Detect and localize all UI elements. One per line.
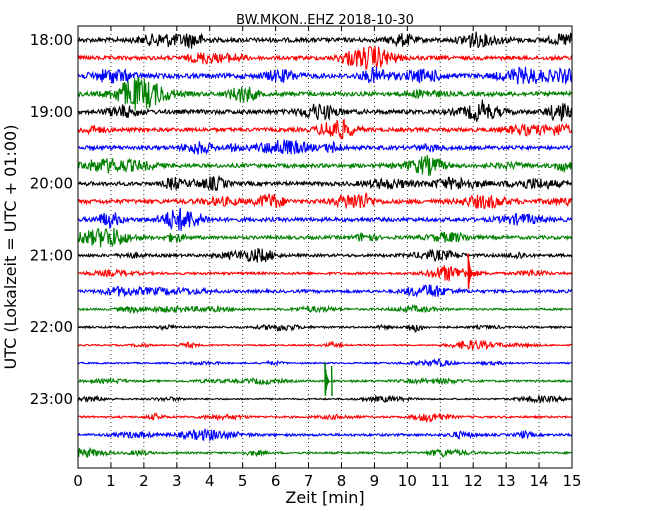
y-tick-label: 20:00: [30, 175, 73, 193]
trace-line: [77, 118, 573, 140]
x-axis-label: Zeit [min]: [285, 488, 364, 507]
x-tick-label: 5: [238, 472, 248, 490]
grid-lines: [110, 26, 540, 468]
x-tick-label: 7: [304, 472, 314, 490]
x-tick-label: 10: [398, 472, 417, 490]
x-axis: 0 1 2 3 4 5 6 7 8 9 10 11 12 13 14 15: [73, 26, 582, 490]
x-tick-label: 14: [530, 472, 549, 490]
chart-title: BW.MKON..EHZ 2018-10-30: [236, 13, 414, 28]
x-tick-label: 1: [106, 472, 116, 490]
x-tick-label: 2: [139, 472, 149, 490]
trace-line: [77, 139, 573, 156]
y-tick-label: 23:00: [30, 390, 73, 408]
trace-line: [77, 46, 573, 70]
trace-line: [77, 446, 573, 459]
trace-line: [77, 323, 573, 333]
trace-line: [77, 192, 573, 210]
event-spike: [330, 365, 333, 397]
trace-line: [77, 76, 573, 111]
x-tick-label: 9: [370, 472, 380, 490]
trace-line: [78, 412, 573, 424]
y-axis-label: UTC (Lokalzeit = UTC + 01:00): [1, 125, 20, 370]
x-tick-label: 15: [562, 472, 581, 490]
y-tick-label: 19:00: [30, 103, 73, 121]
trace-line: [77, 428, 573, 442]
trace-line: [77, 338, 573, 351]
trace-line: [77, 227, 573, 248]
x-tick-label: 11: [431, 472, 450, 490]
x-tick-label: 6: [271, 472, 281, 490]
trace-line: [77, 247, 573, 263]
trace-line: [77, 155, 573, 176]
x-tick-label: 12: [464, 472, 483, 490]
x-tick-label: 13: [497, 472, 516, 490]
trace-line: [77, 265, 573, 282]
x-tick-label: 4: [205, 472, 215, 490]
plot-frame: [77, 25, 573, 469]
x-tick-label: 0: [73, 472, 83, 490]
trace-group: [77, 31, 573, 459]
trace-line: [77, 207, 573, 231]
y-axis: 18:00 19:00 20:00 21:00 22:00 23:00: [30, 31, 572, 408]
trace-line: [77, 99, 573, 122]
trace-line: [77, 303, 573, 315]
event-spike: [324, 362, 330, 396]
x-tick-label: 3: [172, 472, 182, 490]
trace-line: [77, 66, 573, 86]
trace-line: [77, 284, 573, 298]
x-tick-label: 8: [337, 472, 347, 490]
y-tick-label: 18:00: [30, 31, 73, 49]
event-spike: [467, 253, 473, 289]
trace-line: [77, 174, 573, 192]
y-tick-label: 21:00: [30, 246, 73, 264]
y-tick-label: 22:00: [30, 318, 73, 336]
trace-line: [77, 394, 573, 404]
trace-line: [77, 31, 573, 49]
